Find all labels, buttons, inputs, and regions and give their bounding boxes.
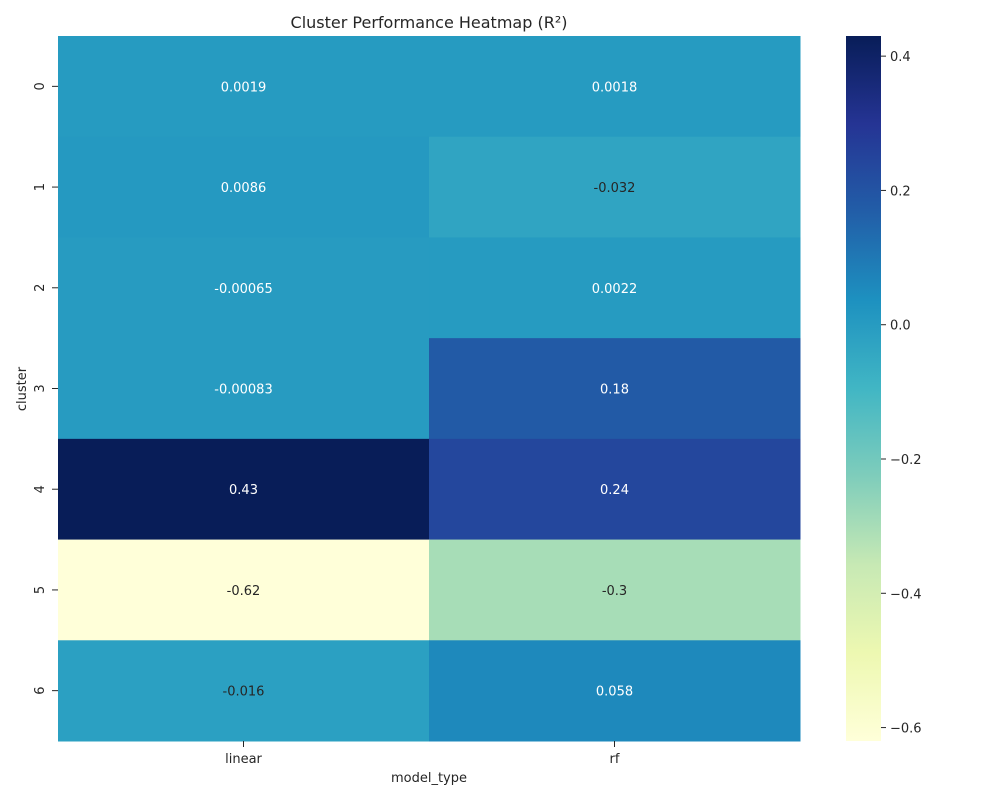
heatmap-cell [58, 640, 430, 742]
x-tick-labels: linear rf [225, 741, 620, 767]
heatmap-cell [58, 36, 430, 138]
heatmap-cell [429, 136, 801, 238]
heatmap-cell [429, 640, 801, 742]
cell-value-label: -0.00065 [214, 282, 272, 297]
chart-title: Cluster Performance Heatmap (R²) [291, 13, 568, 32]
colorbar-tick-label: 0.4 [890, 50, 911, 65]
x-axis-label: model_type [391, 771, 467, 786]
x-tick-label: rf [610, 752, 620, 767]
heatmap-cell [58, 237, 430, 339]
y-tick-label: 1 [33, 183, 48, 191]
cell-value-label: 0.43 [229, 483, 258, 498]
colorbar-tick-label: −0.6 [890, 722, 922, 737]
y-tick-label: 4 [33, 485, 48, 493]
colorbar-tick-label: 0.2 [890, 184, 911, 199]
y-tick-label: 5 [33, 586, 48, 594]
cell-value-label: 0.0018 [592, 80, 638, 95]
cell-value-label: -0.032 [594, 181, 636, 196]
cell-value-label: -0.00083 [214, 383, 272, 398]
heatmap-cell [58, 136, 430, 238]
heatmap-cell [429, 338, 801, 440]
cell-value-label: -0.62 [227, 584, 261, 599]
cell-value-label: -0.016 [223, 685, 265, 700]
y-tick-label: 3 [33, 384, 48, 392]
heatmap-cell [58, 438, 430, 541]
cell-value-label: 0.24 [600, 483, 629, 498]
cell-value-label: 0.18 [600, 383, 629, 398]
y-tick-label: 6 [33, 687, 48, 695]
heatmap-cell [58, 338, 430, 440]
y-tick-label: 0 [33, 82, 48, 90]
colorbar-tick-label: −0.4 [890, 587, 922, 602]
heatmap-cell [429, 36, 801, 138]
cell-value-label: 0.0022 [592, 282, 638, 297]
colorbar-tick-label: 0.0 [890, 319, 911, 334]
colorbar-tick-label: −0.2 [890, 453, 922, 468]
colorbar [846, 36, 881, 741]
y-tick-label: 2 [33, 284, 48, 292]
heatmap-cell [429, 539, 801, 641]
cell-value-label: -0.3 [602, 584, 627, 599]
x-tick-label: linear [225, 752, 262, 767]
colorbar-ticks: 0.4 0.2 0.0 −0.2 −0.4 −0.6 [881, 50, 922, 737]
cell-value-label: 0.0086 [221, 181, 267, 196]
heatmap-cell [58, 539, 430, 641]
y-axis-label: cluster [15, 366, 30, 411]
cell-value-label: 0.0019 [221, 80, 267, 95]
y-tick-labels: 0 1 2 3 4 5 6 [33, 82, 58, 695]
heatmap-cells: 0.0019 0.0018 0.0086 -0.032 -0.00065 0.0022 -0… [58, 36, 801, 742]
cell-value-label: 0.058 [596, 685, 633, 700]
heatmap-cell [429, 237, 801, 339]
heatmap-cell [429, 438, 801, 541]
